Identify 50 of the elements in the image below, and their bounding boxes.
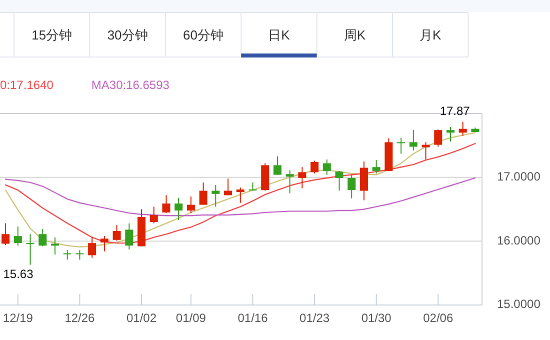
candlestick bbox=[335, 170, 344, 192]
candlestick bbox=[310, 160, 319, 174]
candlestick bbox=[273, 156, 282, 176]
candlestick bbox=[100, 236, 108, 252]
candlestick bbox=[360, 160, 368, 201]
candlestick bbox=[50, 236, 59, 256]
candlestick bbox=[286, 170, 294, 194]
candlestick bbox=[348, 174, 356, 199]
candlestick bbox=[174, 197, 183, 221]
candlestick bbox=[88, 236, 96, 258]
text: 0:17.1640 bbox=[0, 78, 54, 92]
candlestick bbox=[458, 121, 467, 136]
candlestick bbox=[14, 226, 22, 246]
candlestick bbox=[38, 228, 47, 247]
candlestick bbox=[199, 182, 208, 206]
y-tick-label: 16.0000 bbox=[497, 233, 541, 248]
x-tick-label: 01/09 bbox=[176, 311, 206, 326]
x-tick-label: 01/02 bbox=[126, 311, 157, 326]
candlestick bbox=[125, 222, 134, 250]
candlestick bbox=[212, 184, 220, 208]
candlestick bbox=[322, 158, 331, 176]
candlestick bbox=[409, 130, 418, 152]
x-tick-label: 12/19 bbox=[2, 311, 34, 326]
x-tick-label: 01/16 bbox=[238, 311, 268, 326]
y-tick-label: 17.0000 bbox=[497, 170, 541, 184]
x-tick-label: 12/26 bbox=[64, 311, 96, 326]
candlestick bbox=[150, 206, 158, 224]
candlestick bbox=[434, 128, 442, 148]
candlestick bbox=[26, 234, 34, 266]
candlestick bbox=[236, 187, 244, 204]
x-tick-label: 01/30 bbox=[361, 311, 392, 326]
candlestick bbox=[63, 250, 72, 260]
candlestick bbox=[298, 166, 306, 189]
candlestick bbox=[186, 196, 195, 214]
tabs: 15分钟 30分钟 60分钟 日K 周K 月K bbox=[0, 12, 469, 58]
x-tick-label: 02/06 bbox=[423, 311, 454, 326]
candlestick bbox=[162, 194, 170, 214]
candlestick bbox=[76, 250, 84, 260]
candlestick bbox=[372, 160, 380, 174]
y-tick-label: 15.0000 bbox=[497, 297, 541, 312]
candlestick bbox=[446, 126, 454, 142]
candlestick bbox=[112, 224, 121, 242]
x-tick-label: 01/23 bbox=[300, 311, 330, 326]
candlestick bbox=[397, 137, 406, 154]
text: MA30:16.6593 bbox=[91, 78, 170, 92]
candlestick bbox=[224, 178, 232, 196]
annotation: 15.63 bbox=[3, 266, 34, 281]
annotation: 17.87 bbox=[440, 104, 470, 118]
candlestick bbox=[422, 142, 430, 160]
candlestick bbox=[2, 222, 10, 246]
